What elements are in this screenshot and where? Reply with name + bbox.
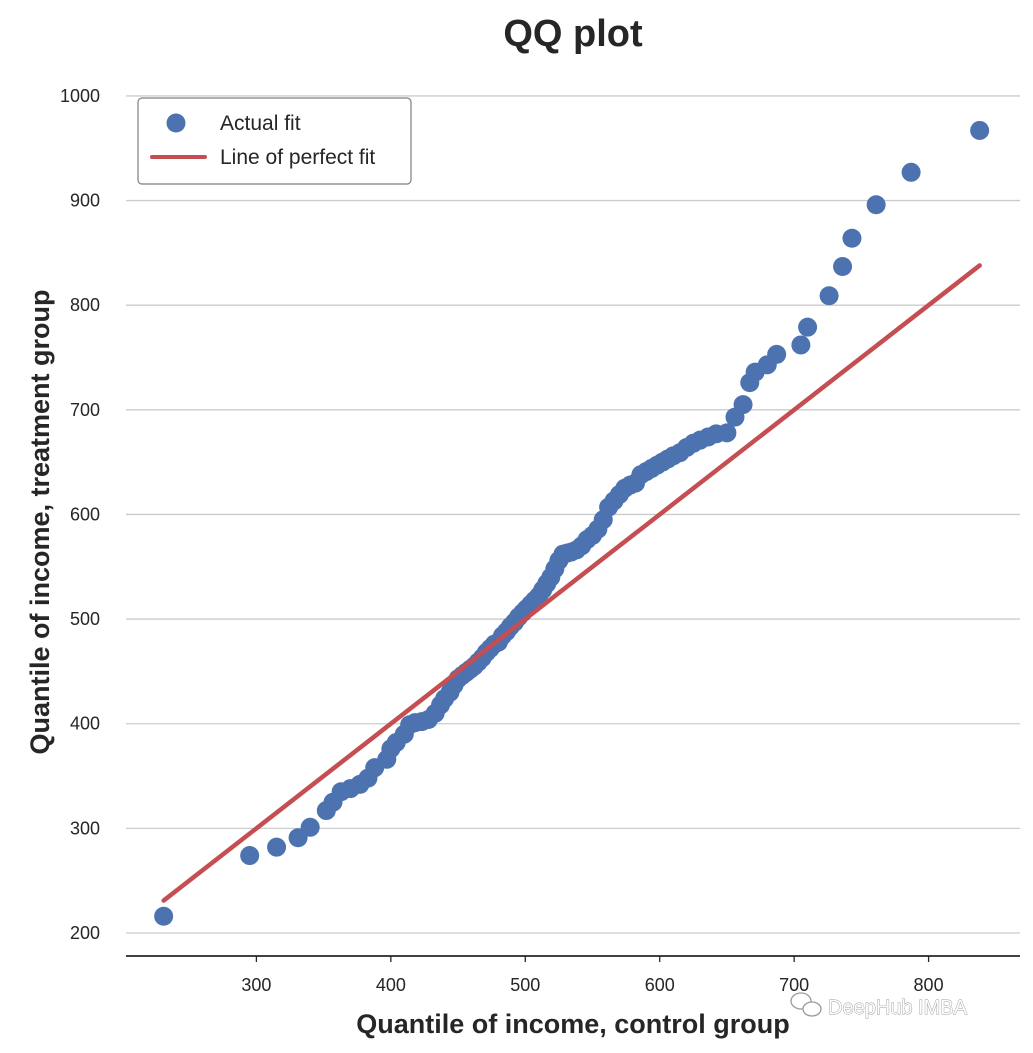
- scatter-point: [819, 286, 839, 306]
- legend-label-actual-fit: Actual fit: [220, 112, 301, 135]
- x-axis-label: Quantile of income, control group: [356, 1009, 790, 1039]
- legend-marker-actual-fit: [166, 113, 186, 133]
- scatter-point: [733, 395, 753, 415]
- y-tick-label: 200: [70, 923, 100, 943]
- y-tick-label: 300: [70, 818, 100, 838]
- perfect-fit-line-layer: [161, 263, 982, 903]
- x-tick-label: 800: [914, 975, 944, 995]
- scatter-point: [767, 344, 787, 364]
- x-tick-labels: 300 400 500 600 700 800: [241, 975, 943, 995]
- y-tick-label: 500: [70, 609, 100, 629]
- scatter-point: [866, 195, 886, 215]
- scatter-point: [842, 228, 862, 248]
- x-tick-label: 300: [241, 975, 271, 995]
- y-tick-labels: 200 300 400 500 600 700 800 900 1000: [60, 86, 100, 943]
- scatter-point: [300, 817, 320, 837]
- actual-fit-points: [154, 120, 990, 926]
- watermark-text: DeepHub IMBA: [828, 997, 968, 1019]
- scatter-point: [791, 335, 811, 355]
- legend: Actual fit Line of perfect fit: [137, 97, 412, 185]
- x-tick-label: 600: [645, 975, 675, 995]
- y-tick-label: 900: [70, 191, 100, 211]
- watermark: DeepHub IMBA: [790, 992, 968, 1019]
- legend-frame: [137, 97, 412, 185]
- x-tick-label: 700: [779, 975, 809, 995]
- y-tick-label: 800: [70, 295, 100, 315]
- scatter-point: [970, 120, 990, 140]
- wechat-icon: [790, 992, 822, 1017]
- y-tick-label: 400: [70, 714, 100, 734]
- legend-label-perfect-fit: Line of perfect fit: [220, 146, 375, 169]
- scatter-point: [717, 423, 737, 443]
- scatter-point: [798, 317, 818, 337]
- x-tick-label: 500: [510, 975, 540, 995]
- perfect-fit-line: [161, 263, 982, 903]
- scatter-point: [154, 906, 174, 926]
- y-gridlines: [126, 95, 1020, 934]
- scatter-point: [901, 162, 921, 182]
- scatter-point: [833, 256, 853, 276]
- y-axis-label: Quantile of income, treatment group: [25, 289, 55, 754]
- y-tick-label: 700: [70, 400, 100, 420]
- y-tick-label: 600: [70, 504, 100, 524]
- scatter-point: [267, 837, 287, 857]
- x-tick-label: 400: [376, 975, 406, 995]
- chart-axes: [126, 955, 1020, 962]
- chart-title: QQ plot: [503, 13, 643, 55]
- y-tick-label: 1000: [60, 86, 100, 106]
- scatter-point: [240, 846, 260, 866]
